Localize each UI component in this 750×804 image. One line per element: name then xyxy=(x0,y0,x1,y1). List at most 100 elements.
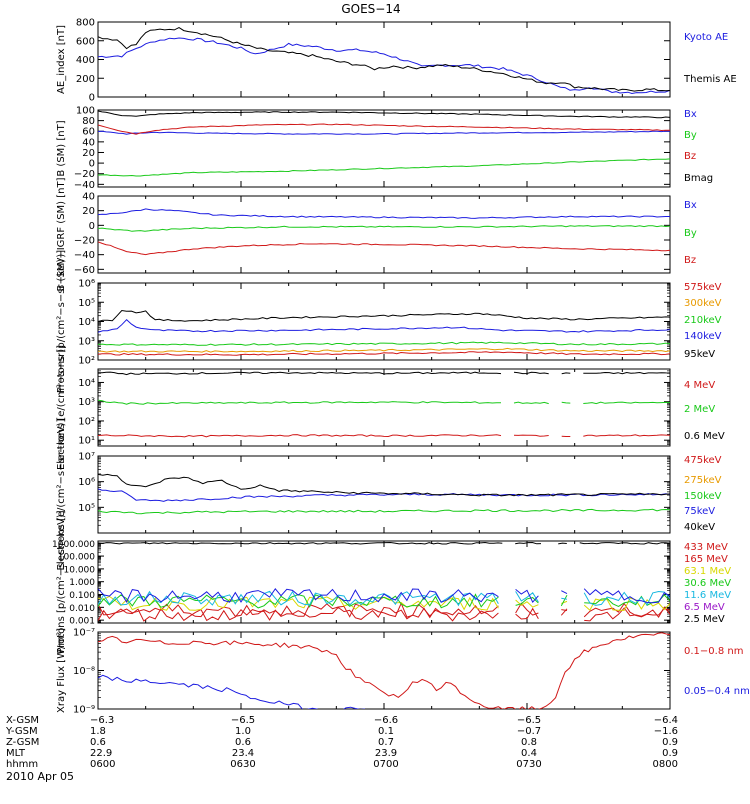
y-tick-label: 10.000 xyxy=(64,565,96,575)
y-tick-label: 10⁶ xyxy=(78,477,95,488)
figure-title: GOES−14 xyxy=(341,2,400,16)
y-tick-label: −40 xyxy=(74,250,95,261)
ephemeris-value: 0600 xyxy=(90,759,115,770)
ephemeris-value: −6.3 xyxy=(90,715,114,726)
y-tick-label: 10⁷ xyxy=(78,452,95,463)
ephemeris-value: −6.5 xyxy=(231,715,255,726)
y-tick-label: 10⁴ xyxy=(78,378,95,389)
y-tick-label: −20 xyxy=(74,236,95,247)
y-tick-label: 10¹ xyxy=(78,436,95,447)
series-line-95kev xyxy=(98,309,670,322)
y-axis-label: Protons [p/(cm²−s−sr−keV)] xyxy=(56,250,67,393)
series-line-433-mev xyxy=(98,606,670,622)
legend-entry: 30.6 MeV xyxy=(684,578,731,589)
legend-entry: 0.05−0.4 nm xyxy=(684,686,750,697)
legend-entry: 6.5 MeV xyxy=(684,602,725,613)
ephemeris-value: −6.4 xyxy=(654,715,678,726)
ephemeris-value: 0730 xyxy=(516,759,541,770)
legend-entry: 140keV xyxy=(684,331,722,342)
y-tick-label: 10⁶ xyxy=(78,279,95,290)
series-line-0-1-0-8-nm xyxy=(98,632,670,709)
legend-entry: 11.6 MeV xyxy=(684,590,731,601)
y-tick-label: 600 xyxy=(76,36,95,47)
y-tick-label: −20 xyxy=(74,169,95,180)
y-tick-label: 60 xyxy=(82,127,95,138)
y-tick-label: −40 xyxy=(74,180,95,191)
y-tick-label: 20 xyxy=(82,206,95,217)
series-line-by xyxy=(98,225,670,232)
ephemeris-value: 1.8 xyxy=(90,726,106,737)
series-line-40kev xyxy=(98,508,670,515)
ephemeris-value: −1.6 xyxy=(654,726,678,737)
legend-entry: 0.1−0.8 nm xyxy=(684,646,743,657)
series-line-300kev xyxy=(98,347,670,353)
ephemeris-value: −6.5 xyxy=(517,715,541,726)
y-tick-label: 0.010 xyxy=(69,604,95,614)
series-line-210kev xyxy=(98,341,670,346)
ephemeris-value: −0.7 xyxy=(517,726,541,737)
ephemeris-value: 0630 xyxy=(230,759,255,770)
series-line-by xyxy=(98,158,670,177)
y-tick-label: 20 xyxy=(82,148,95,159)
legend-entry: 210keV xyxy=(684,315,722,326)
y-tick-label: 40 xyxy=(82,192,95,203)
series-line-bx xyxy=(98,130,670,135)
panel-frame xyxy=(97,368,671,447)
series-line-themis-ae xyxy=(98,27,670,92)
legend-entry: 575keV xyxy=(684,282,722,293)
panel-frame xyxy=(97,109,671,188)
y-tick-label: 10⁵ xyxy=(78,298,95,309)
panel-xray: 10⁻⁹ 10⁻⁸ 10⁻⁷ Xray Flux [W/m²] 0.1−0.8 nm 0.… xyxy=(56,628,750,716)
ephemeris-table: X-GSM −6.3 −6.5 −6.6 −6.5 −6.4 Y-GSM 1.8 1.0 0.1 −… xyxy=(5,715,678,770)
ephemeris-row-label: Z-GSM xyxy=(6,737,39,748)
panel-frame xyxy=(97,21,671,98)
legend-entry: Kyoto AE xyxy=(684,32,728,43)
series-line-bz xyxy=(98,241,670,256)
panel-protons_mev: 10² 10³ 10⁴ 10⁵ 10⁶ Protons [p/(cm²−s−sr−keV)… xyxy=(56,250,722,393)
y-axis-label: B (SM)−IGRF (SM) [nT] xyxy=(56,177,67,291)
legend-entry: Bmag xyxy=(684,173,713,184)
panel-electrons_kev: 10⁵ 10⁶ 10⁷ Electrons [e/(cm²−s−sr−keV)] 475… xyxy=(56,418,722,570)
series-line-140kev xyxy=(98,319,670,333)
legend-entry: By xyxy=(684,228,697,239)
ephemeris-row-label: Y-GSM xyxy=(5,726,38,737)
y-tick-label: 0 xyxy=(89,93,95,104)
series-line-11-6-mev xyxy=(98,590,670,607)
y-tick-label: 10⁴ xyxy=(78,317,95,328)
series-line-4-mev xyxy=(98,434,670,438)
series-line-bmag xyxy=(98,110,670,119)
legend-entry: Bz xyxy=(684,255,696,266)
legend-entry: 2 MeV xyxy=(684,404,715,415)
y-tick-label: 10² xyxy=(78,356,95,367)
panel-protons_hi: 0.001 0.010 0.100 1.000 10.000 100.000 1000.00… xyxy=(52,510,731,653)
series-line-2-5-mev xyxy=(98,541,670,545)
footer-date: 2010 Apr 05 xyxy=(6,770,74,783)
legend-entry: Themis AE xyxy=(683,74,737,85)
y-tick-label: 1000.000 xyxy=(52,540,95,550)
panel-bigrf: −60 −40 −20 0 20 40 B (SM)−IGRF (SM) [nT] Bx By B… xyxy=(56,177,697,291)
ephemeris-row-label: hhmm xyxy=(6,759,38,770)
y-tick-label: −60 xyxy=(74,265,95,276)
y-tick-label: 0 xyxy=(89,159,95,170)
y-tick-label: 10⁻⁸ xyxy=(73,666,95,677)
series-line-63-1-mev xyxy=(98,595,670,612)
panel-frame xyxy=(97,540,671,624)
series-line-75kev xyxy=(98,488,670,502)
legend-entry: 95keV xyxy=(684,349,715,360)
ephemeris-value: 0700 xyxy=(373,759,398,770)
y-tick-label: 80 xyxy=(82,116,95,127)
series-line-bz xyxy=(98,123,670,135)
ephemeris-value: 0.9 xyxy=(662,737,678,748)
legend-entry: 4 MeV xyxy=(684,380,715,391)
y-axis-label: Protons [p/(cm²−s−sr−keV)] xyxy=(56,510,67,653)
y-tick-label: 100 xyxy=(76,106,95,117)
series-line-0-6-mev xyxy=(98,371,670,376)
series-line-575kev xyxy=(98,351,670,356)
y-axis-label: AE_index [nT] xyxy=(56,25,67,94)
y-tick-label: 0 xyxy=(89,221,95,232)
panel-frame xyxy=(97,195,671,274)
y-axis-label: Xray Flux [W/m²] xyxy=(56,628,67,713)
